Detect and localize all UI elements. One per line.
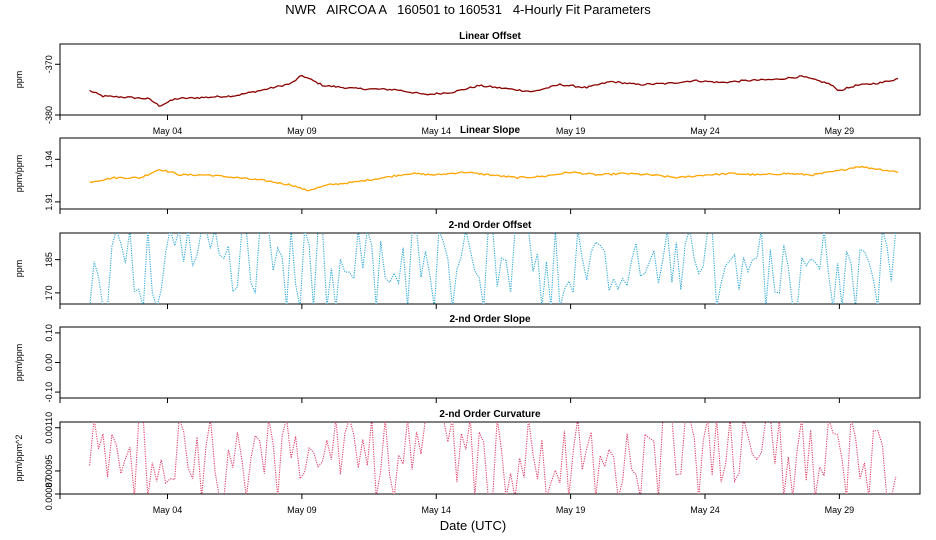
- y-axis-label-second-order-offset: ppm: [14, 260, 24, 278]
- panel-linear-offset: Linear Offset -370 -380 ppm May 04 May 09 May …: [14, 31, 921, 136]
- x-tick-label-linear-offset: May 09: [287, 126, 317, 136]
- y-tick-label-linear-slope: 1.94: [44, 151, 54, 169]
- series-line-second-order-curvature: [89, 422, 897, 494]
- panel-second-order-slope: 2-nd Order Slope 0.10 0.00 -0.10 ppm/ppm: [14, 314, 921, 403]
- y-axis-label-second-order-slope: ppm/ppm: [14, 344, 24, 382]
- y-tick-label-second-order-curvature: 0.00110: [44, 412, 54, 444]
- series-line-linear-slope: [89, 165, 899, 192]
- panel-second-order-offset: 2-nd Order Offset 185 170 ppm: [14, 220, 921, 309]
- x-tick-label-linear-offset: May 24: [690, 126, 720, 136]
- panel-frame-second-order-offset: [59, 232, 921, 305]
- y-axis-label-linear-offset: ppm: [14, 71, 24, 89]
- x-tick-label-second-order-curvature: May 24: [690, 505, 720, 515]
- series-line-linear-offset: [89, 75, 899, 107]
- y-tick-label-second-order-slope: 0.10: [44, 324, 54, 342]
- y-tick-label-linear-slope: 1.91: [44, 193, 54, 211]
- x-tick-label-linear-offset: May 04: [153, 126, 183, 136]
- y-tick-label-second-order-offset: 170: [44, 285, 54, 300]
- panel-title-linear-slope: Linear Slope: [460, 125, 520, 136]
- y-tick-label-second-order-slope: 0.00: [44, 354, 54, 372]
- panel-title-linear-offset: Linear Offset: [459, 31, 521, 42]
- y-tick-label-linear-offset: -370: [44, 55, 54, 73]
- x-tick-label-linear-offset: May 29: [825, 126, 855, 136]
- panel-title-second-order-slope: 2-nd Order Slope: [449, 314, 531, 325]
- x-tick-label-second-order-curvature: May 29: [825, 505, 855, 515]
- figure-title: NWR AIRCOA A 160501 to 160531 4-Hourly F…: [285, 2, 651, 17]
- x-tick-label-second-order-curvature: May 04: [153, 505, 183, 515]
- y-tick-label-second-order-offset: 185: [44, 252, 54, 267]
- x-tick-label-second-order-curvature: May 19: [556, 505, 586, 515]
- panel-second-order-curvature: 2-nd Order Curvature 0.00110 0.000950.0008…: [14, 409, 921, 515]
- panel-frame-second-order-curvature: [59, 421, 921, 495]
- y-tick-label-second-order-slope: -0.10: [44, 382, 54, 403]
- y-axis-label-linear-slope: ppm/ppm: [14, 155, 24, 193]
- x-tick-label-linear-offset: May 19: [556, 126, 586, 136]
- x-tick-label-second-order-curvature: May 09: [287, 505, 317, 515]
- x-tick-label-second-order-curvature: May 14: [421, 505, 451, 515]
- y-axis-label-second-order-curvature: ppm/ppm^2: [14, 435, 24, 482]
- series-line-second-order-offset: [89, 233, 897, 304]
- panel-frame-linear-offset: [59, 43, 921, 116]
- panel-title-second-order-offset: 2-nd Order Offset: [449, 220, 532, 231]
- x-tick-label-linear-offset: May 14: [421, 126, 451, 136]
- y-tick-label-second-order-curvature: 0.00087: [44, 478, 54, 511]
- panel-frame-linear-slope: [59, 137, 921, 210]
- x-axis-title: Date (UTC): [439, 518, 507, 533]
- y-tick-label-second-order-curvature: 0.00095: [44, 455, 54, 488]
- y-tick-label-linear-offset: -380: [44, 106, 54, 124]
- panel-linear-slope: Linear Slope 1.94 1.91 ppm/ppm: [14, 125, 921, 214]
- panel-title-second-order-curvature: 2-nd Order Curvature: [439, 409, 541, 420]
- panel-frame-second-order-slope: [59, 326, 921, 399]
